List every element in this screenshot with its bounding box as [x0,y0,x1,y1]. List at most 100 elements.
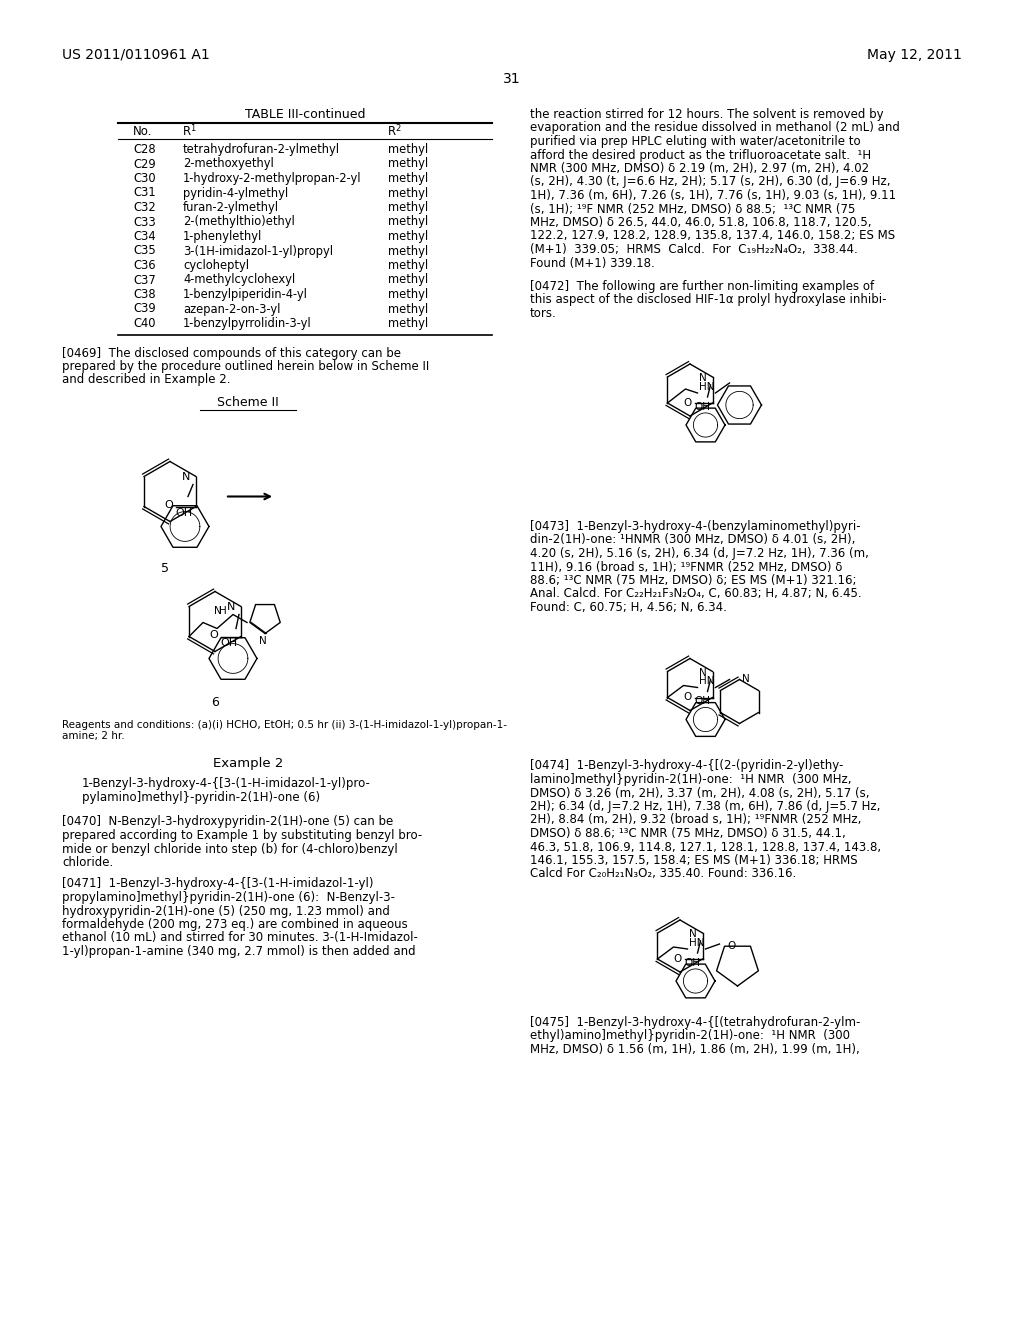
Text: 5: 5 [161,561,169,574]
Text: Found: C, 60.75; H, 4.56; N, 6.34.: Found: C, 60.75; H, 4.56; N, 6.34. [530,601,727,614]
Text: 2: 2 [395,124,400,133]
Text: methyl: methyl [388,259,428,272]
Text: O: O [683,399,691,408]
Text: din-2(1H)-one: ¹HNMR (300 MHz, DMSO) δ 4.01 (s, 2H),: din-2(1H)-one: ¹HNMR (300 MHz, DMSO) δ 4… [530,533,855,546]
Text: [0470]  N-Benzyl-3-hydroxypyridin-2(1H)-one (5) can be: [0470] N-Benzyl-3-hydroxypyridin-2(1H)-o… [62,816,393,829]
Text: 2-methoxyethyl: 2-methoxyethyl [183,157,273,170]
Text: methyl: methyl [388,230,428,243]
Text: R: R [388,125,396,139]
Text: methyl: methyl [388,273,428,286]
Text: (s, 2H), 4.30 (t, J=6.6 Hz, 2H); 5.17 (s, 2H), 6.30 (d, J=6.9 Hz,: (s, 2H), 4.30 (t, J=6.6 Hz, 2H); 5.17 (s… [530,176,891,189]
Text: O: O [210,631,218,640]
Text: DMSO) δ 3.26 (m, 2H), 3.37 (m, 2H), 4.08 (s, 2H), 5.17 (s,: DMSO) δ 3.26 (m, 2H), 3.37 (m, 2H), 4.08… [530,787,869,800]
Text: HN: HN [689,939,705,948]
Text: 3-(1H-imidazol-1-yl)propyl: 3-(1H-imidazol-1-yl)propyl [183,244,333,257]
Text: ethanol (10 mL) and stirred for 30 minutes. 3-(1-H-Imidazol-: ethanol (10 mL) and stirred for 30 minut… [62,932,418,945]
Text: Anal. Calcd. For C₂₂H₂₁F₃N₂O₄, C, 60.83; H, 4.87; N, 6.45.: Anal. Calcd. For C₂₂H₂₁F₃N₂O₄, C, 60.83;… [530,587,861,601]
Text: prepared by the procedure outlined herein below in Scheme II: prepared by the procedure outlined herei… [62,360,429,374]
Text: C37: C37 [133,273,156,286]
Text: 4-methylcyclohexyl: 4-methylcyclohexyl [183,273,295,286]
Text: methyl: methyl [388,143,428,156]
Text: methyl: methyl [388,186,428,199]
Text: 1-Benzyl-3-hydroxy-4-{[3-(1-H-imidazol-1-yl)pro-: 1-Benzyl-3-hydroxy-4-{[3-(1-H-imidazol-1… [82,777,371,791]
Text: 2H); 6.34 (d, J=7.2 Hz, 1H), 7.38 (m, 6H), 7.86 (d, J=5.7 Hz,: 2H); 6.34 (d, J=7.2 Hz, 1H), 7.38 (m, 6H… [530,800,881,813]
Text: methyl: methyl [388,215,428,228]
Text: cycloheptyl: cycloheptyl [183,259,249,272]
Text: methyl: methyl [388,201,428,214]
Text: US 2011/0110961 A1: US 2011/0110961 A1 [62,48,210,62]
Text: R: R [183,125,191,139]
Text: C38: C38 [133,288,156,301]
Text: May 12, 2011: May 12, 2011 [867,48,962,62]
Text: OH: OH [220,638,238,648]
Text: C30: C30 [133,172,156,185]
Text: HN: HN [699,676,715,686]
Text: ethyl)amino]methyl}pyridin-2(1H)-one:  ¹H NMR  (300: ethyl)amino]methyl}pyridin-2(1H)-one: ¹H… [530,1030,850,1043]
Text: OH: OH [175,507,193,517]
Text: [0472]  The following are further non-limiting examples of: [0472] The following are further non-lim… [530,280,874,293]
Text: (s, 1H); ¹⁹F NMR (252 MHz, DMSO) δ 88.5;  ¹³C NMR (75: (s, 1H); ¹⁹F NMR (252 MHz, DMSO) δ 88.5;… [530,202,855,215]
Text: 1H), 7.36 (m, 6H), 7.26 (s, 1H), 7.76 (s, 1H), 9.03 (s, 1H), 9.11: 1H), 7.36 (m, 6H), 7.26 (s, 1H), 7.76 (s… [530,189,896,202]
Text: 122.2, 127.9, 128.2, 128.9, 135.8, 137.4, 146.0, 158.2; ES MS: 122.2, 127.9, 128.2, 128.9, 135.8, 137.4… [530,230,895,243]
Text: N: N [182,473,190,483]
Text: [0475]  1-Benzyl-3-hydroxy-4-{[(tetrahydrofuran-2-ylm-: [0475] 1-Benzyl-3-hydroxy-4-{[(tetrahydr… [530,1016,860,1030]
Text: lamino]methyl}pyridin-2(1H)-one:  ¹H NMR  (300 MHz,: lamino]methyl}pyridin-2(1H)-one: ¹H NMR … [530,774,852,785]
Text: methyl: methyl [388,302,428,315]
Text: N: N [742,673,751,684]
Text: Calcd For C₂₀H₂₁N₃O₂, 335.40. Found: 336.16.: Calcd For C₂₀H₂₁N₃O₂, 335.40. Found: 336… [530,867,797,880]
Text: OH: OH [684,958,700,968]
Text: O: O [683,693,691,702]
Text: C32: C32 [133,201,156,214]
Text: MHz, DMSO) δ 1.56 (m, 1H), 1.86 (m, 2H), 1.99 (m, 1H),: MHz, DMSO) δ 1.56 (m, 1H), 1.86 (m, 2H),… [530,1043,860,1056]
Text: methyl: methyl [388,244,428,257]
Text: amine; 2 hr.: amine; 2 hr. [62,731,125,742]
Text: 31: 31 [503,73,521,86]
Text: N: N [698,668,707,677]
Text: 88.6; ¹³C NMR (75 MHz, DMSO) δ; ES MS (M+1) 321.16;: 88.6; ¹³C NMR (75 MHz, DMSO) δ; ES MS (M… [530,574,856,587]
Text: TABLE III-continued: TABLE III-continued [245,108,366,121]
Text: C29: C29 [133,157,156,170]
Text: C34: C34 [133,230,156,243]
Text: furan-2-ylmethyl: furan-2-ylmethyl [183,201,279,214]
Text: mide or benzyl chloride into step (b) for (4-chloro)benzyl: mide or benzyl chloride into step (b) fo… [62,842,397,855]
Text: propylamino]methyl}pyridin-2(1H)-one (6):  N-Benzyl-3-: propylamino]methyl}pyridin-2(1H)-one (6)… [62,891,395,904]
Text: hydroxypyridin-2(1H)-one (5) (250 mg, 1.23 mmol) and: hydroxypyridin-2(1H)-one (5) (250 mg, 1.… [62,904,390,917]
Text: evaporation and the residue dissolved in methanol (2 mL) and: evaporation and the residue dissolved in… [530,121,900,135]
Text: [0469]  The disclosed compounds of this category can be: [0469] The disclosed compounds of this c… [62,346,401,359]
Text: chloride.: chloride. [62,855,114,869]
Text: No.: No. [133,125,153,139]
Text: 1-benzylpiperidin-4-yl: 1-benzylpiperidin-4-yl [183,288,308,301]
Text: N: N [689,929,696,939]
Text: [0474]  1-Benzyl-3-hydroxy-4-{[(2-(pyridin-2-yl)ethy-: [0474] 1-Benzyl-3-hydroxy-4-{[(2-(pyridi… [530,759,844,772]
Text: and described in Example 2.: and described in Example 2. [62,374,230,387]
Text: N: N [698,374,707,383]
Text: 1-phenylethyl: 1-phenylethyl [183,230,262,243]
Text: 1-hydroxy-2-methylpropan-2-yl: 1-hydroxy-2-methylpropan-2-yl [183,172,361,185]
Text: afford the desired product as the trifluoroacetate salt.  ¹H: afford the desired product as the triflu… [530,149,871,161]
Text: N: N [214,606,222,616]
Text: O: O [728,941,736,952]
Text: C28: C28 [133,143,156,156]
Text: (M+1)  339.05;  HRMS  Calcd.  For  C₁₉H₂₂N₄O₂,  338.44.: (M+1) 339.05; HRMS Calcd. For C₁₉H₂₂N₄O₂… [530,243,858,256]
Text: tetrahydrofuran-2-ylmethyl: tetrahydrofuran-2-ylmethyl [183,143,340,156]
Text: methyl: methyl [388,157,428,170]
Text: pylamino]methyl}-pyridin-2(1H)-one (6): pylamino]methyl}-pyridin-2(1H)-one (6) [82,791,321,804]
Text: C40: C40 [133,317,156,330]
Text: NMR (300 MHz, DMSO) δ 2.19 (m, 2H), 2.97 (m, 2H), 4.02: NMR (300 MHz, DMSO) δ 2.19 (m, 2H), 2.97… [530,162,869,176]
Text: 4.20 (s, 2H), 5.16 (s, 2H), 6.34 (d, J=7.2 Hz, 1H), 7.36 (m,: 4.20 (s, 2H), 5.16 (s, 2H), 6.34 (d, J=7… [530,546,869,560]
Text: 2-(methylthio)ethyl: 2-(methylthio)ethyl [183,215,295,228]
Text: 1-benzylpyrrolidin-3-yl: 1-benzylpyrrolidin-3-yl [183,317,311,330]
Text: MHz, DMSO) δ 26.5, 44.0, 46.0, 51.8, 106.8, 118.7, 120.5,: MHz, DMSO) δ 26.5, 44.0, 46.0, 51.8, 106… [530,216,871,228]
Text: C35: C35 [133,244,156,257]
Text: methyl: methyl [388,288,428,301]
Text: O: O [165,500,173,511]
Text: N: N [259,635,267,645]
Text: HN: HN [699,381,715,392]
Text: methyl: methyl [388,172,428,185]
Text: C39: C39 [133,302,156,315]
Text: C31: C31 [133,186,156,199]
Text: tors.: tors. [530,308,557,319]
Text: Reagents and conditions: (a)(i) HCHO, EtOH; 0.5 hr (ii) 3-(1-H-imidazol-1-yl)pro: Reagents and conditions: (a)(i) HCHO, Et… [62,719,507,730]
Text: the reaction stirred for 12 hours. The solvent is removed by: the reaction stirred for 12 hours. The s… [530,108,884,121]
Text: C33: C33 [133,215,156,228]
